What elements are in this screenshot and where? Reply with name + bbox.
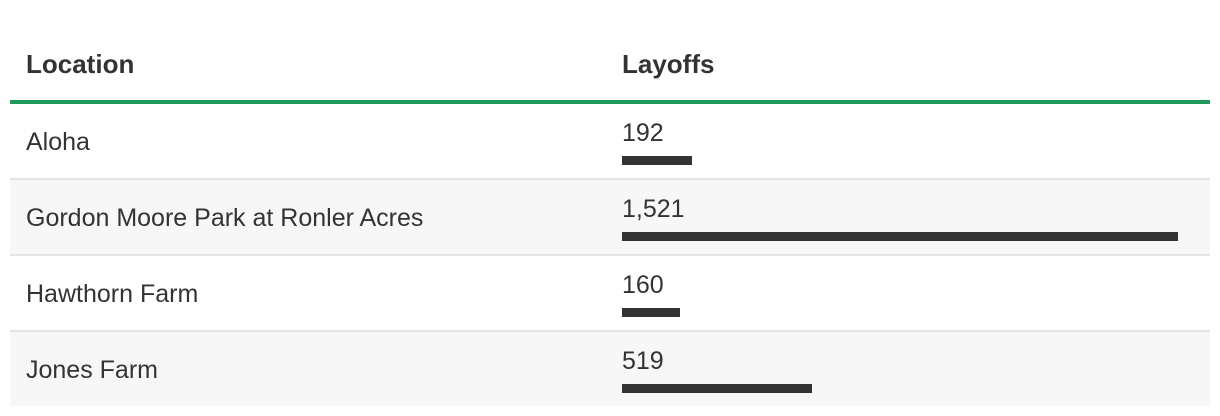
table-row: Gordon Moore Park at Ronler Acres 1,521 xyxy=(10,180,1210,256)
table-row: Jones Farm 519 xyxy=(10,332,1210,406)
layoffs-bar xyxy=(622,384,812,393)
location-label: Aloha xyxy=(26,128,90,156)
layoffs-value-label: 1,521 xyxy=(622,195,685,223)
column-header-location: Location xyxy=(26,49,135,79)
location-label: Hawthorn Farm xyxy=(26,280,199,308)
layoffs-value-label: 519 xyxy=(622,347,664,375)
location-label: Jones Farm xyxy=(26,356,158,384)
table-row: Hawthorn Farm 160 xyxy=(10,256,1210,332)
layoffs-bar xyxy=(622,156,692,165)
column-header-layoffs: Layoffs xyxy=(622,49,715,79)
table-row: Aloha 192 xyxy=(10,104,1210,180)
layoffs-bar xyxy=(622,232,1178,241)
layoffs-bar xyxy=(622,308,680,317)
location-label: Gordon Moore Park at Ronler Acres xyxy=(26,204,424,232)
table-header: Location Layoffs xyxy=(10,0,1210,104)
layoffs-value-label: 160 xyxy=(622,271,664,299)
table-body: Aloha 192 Gordon Moore Park at Ronler Acre… xyxy=(10,104,1210,406)
layoffs-value-label: 192 xyxy=(622,119,664,147)
layoffs-table: Location Layoffs Aloha 192 Gordon Moore Pa… xyxy=(10,0,1210,406)
